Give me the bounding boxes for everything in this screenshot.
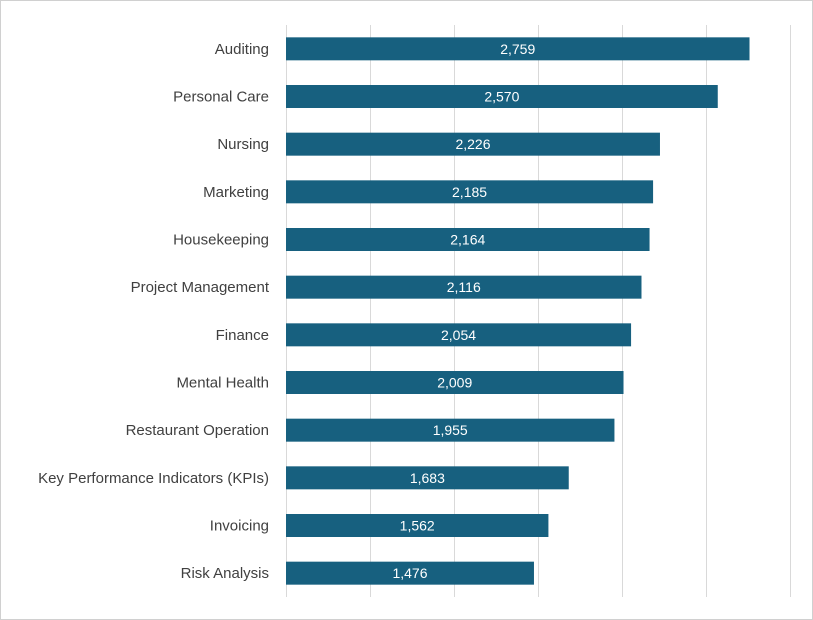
data-label: 1,955 — [433, 422, 468, 438]
category-label: Housekeeping — [173, 232, 269, 249]
bar — [286, 561, 534, 585]
category-label: Auditing — [215, 41, 269, 58]
data-label: 2,164 — [450, 232, 485, 248]
data-label: 2,009 — [437, 375, 472, 391]
data-label: 2,226 — [455, 136, 490, 152]
category-label: Nursing — [217, 136, 269, 153]
bar — [286, 418, 615, 442]
data-label: 1,683 — [410, 470, 445, 486]
category-label: Finance — [216, 327, 269, 344]
bar — [286, 275, 642, 299]
category-label: Marketing — [203, 184, 269, 201]
bar — [286, 85, 718, 108]
bar — [286, 228, 650, 251]
data-label: 2,054 — [441, 327, 476, 343]
data-label: 1,562 — [400, 518, 435, 534]
data-label: 2,116 — [447, 279, 481, 295]
data-label: 2,185 — [452, 184, 487, 200]
data-label: 1,476 — [392, 565, 427, 581]
bars: 2,759 2,570 2,226 2,185 2,164 2,116 2,054 2,009… — [286, 37, 750, 585]
category-label: Restaurant Operation — [126, 422, 269, 439]
bar — [286, 180, 654, 204]
data-label: 2,759 — [500, 41, 535, 57]
category-label: Key Performance Indicators (KPIs) — [38, 470, 269, 487]
category-labels: Auditing Personal Care Nursing Marketing Hou… — [38, 41, 270, 582]
bar — [286, 514, 549, 537]
gridlines — [286, 25, 791, 597]
bar — [286, 323, 632, 347]
category-label: Risk Analysis — [181, 565, 269, 582]
category-label: Personal Care — [173, 89, 269, 106]
category-label: Project Management — [131, 279, 270, 296]
bar — [286, 37, 750, 61]
bar — [286, 132, 660, 156]
data-label: 2,570 — [484, 89, 519, 105]
category-label: Invoicing — [210, 518, 269, 535]
bar — [286, 371, 624, 394]
bar — [286, 466, 569, 490]
category-label: Mental Health — [176, 375, 269, 392]
